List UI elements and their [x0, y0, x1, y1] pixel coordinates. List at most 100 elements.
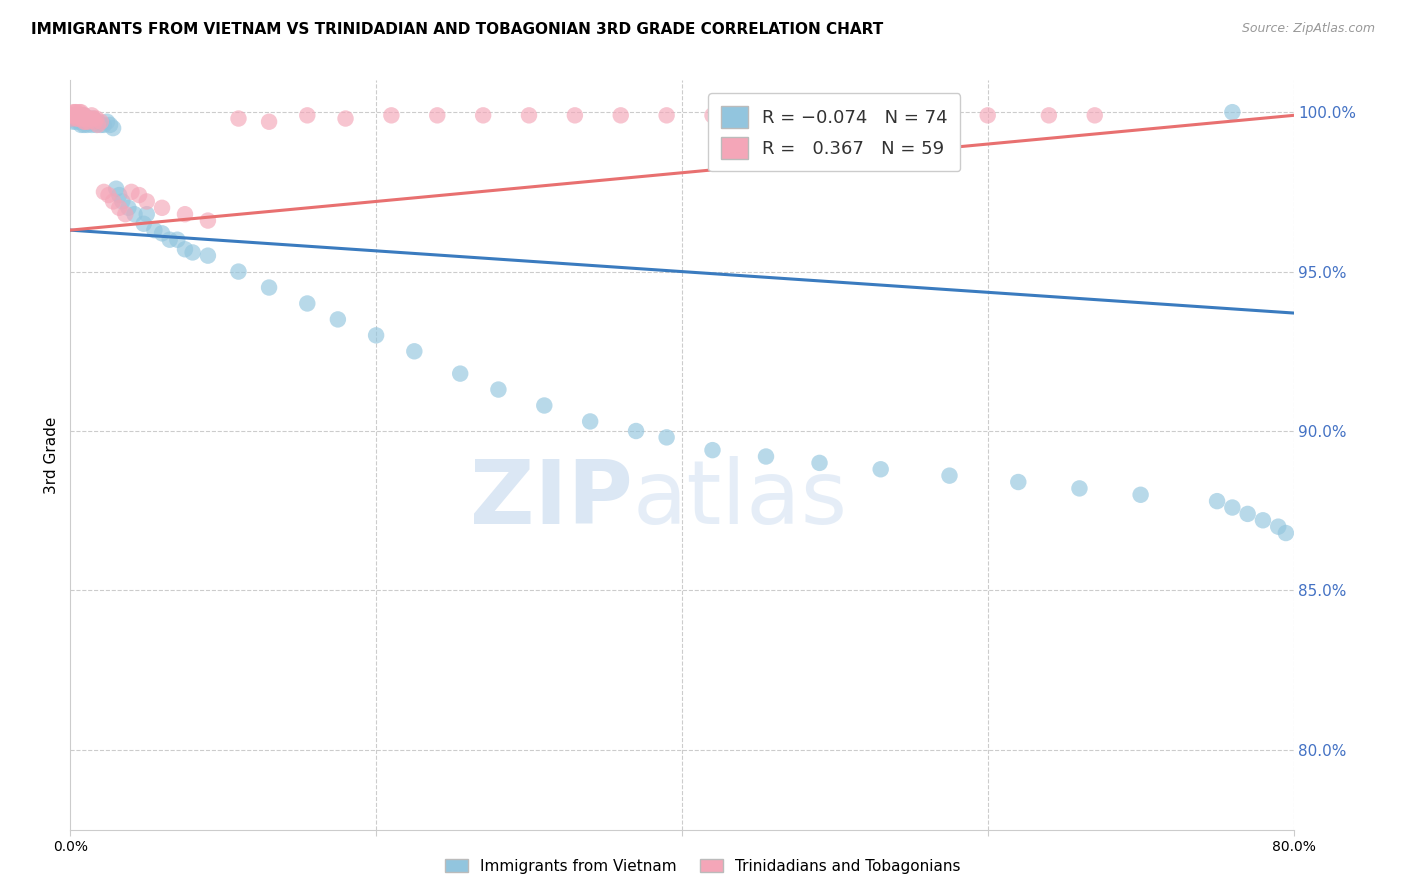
Point: [72, 114, 94, 128]
Point: [66, 108, 89, 122]
Point: [579, 414, 602, 428]
Point: [197, 213, 219, 227]
Point: [87, 118, 110, 132]
Point: [297, 296, 319, 310]
Point: [79, 114, 101, 128]
Point: [72, 112, 94, 126]
Point: [1275, 526, 1298, 541]
Point: [228, 112, 250, 126]
Point: [755, 450, 778, 464]
Point: [72, 108, 94, 122]
Point: [62, 105, 84, 120]
Point: [69, 108, 91, 122]
Point: [1220, 500, 1243, 515]
Point: [938, 468, 960, 483]
Point: [610, 108, 633, 122]
Text: ZIP: ZIP: [470, 457, 633, 543]
Point: [73, 114, 96, 128]
Point: [159, 233, 181, 247]
Point: [65, 114, 87, 128]
Point: [63, 108, 86, 122]
Point: [1069, 482, 1091, 496]
Point: [517, 108, 540, 122]
Point: [96, 114, 118, 128]
Point: [143, 223, 166, 237]
Point: [75, 114, 97, 128]
Point: [128, 188, 150, 202]
Point: [1206, 494, 1229, 508]
Point: [75, 114, 97, 128]
Point: [326, 312, 349, 326]
Point: [76, 114, 98, 128]
Point: [1267, 519, 1289, 533]
Point: [869, 462, 891, 476]
Point: [65, 112, 87, 126]
Point: [76, 118, 98, 132]
Point: [335, 112, 357, 126]
Point: [73, 118, 96, 132]
Point: [426, 108, 449, 122]
Point: [60, 112, 83, 126]
Point: [366, 328, 388, 343]
Point: [1007, 475, 1029, 489]
Point: [257, 114, 280, 128]
Point: [174, 242, 197, 256]
Point: [65, 105, 87, 120]
Point: [66, 108, 89, 122]
Point: [63, 105, 86, 120]
Point: [297, 108, 319, 122]
Point: [83, 114, 105, 128]
Point: [808, 456, 831, 470]
Point: [60, 112, 83, 126]
Point: [66, 112, 89, 126]
Point: [111, 194, 134, 209]
Point: [93, 118, 115, 132]
Point: [65, 108, 87, 122]
Point: [108, 201, 131, 215]
Legend: R = −0.074   N = 74, R =   0.367   N = 59: R = −0.074 N = 74, R = 0.367 N = 59: [707, 93, 960, 171]
Point: [1251, 513, 1274, 527]
Point: [655, 430, 678, 444]
Point: [77, 112, 100, 126]
Point: [62, 108, 84, 122]
Point: [62, 108, 84, 122]
Point: [80, 118, 103, 132]
Point: [62, 114, 84, 128]
Point: [472, 108, 495, 122]
Point: [70, 105, 93, 120]
Point: [135, 207, 157, 221]
Point: [72, 112, 94, 126]
Point: [976, 108, 998, 122]
Point: [69, 105, 91, 120]
Point: [747, 108, 769, 122]
Point: [84, 118, 107, 132]
Point: [82, 112, 104, 126]
Point: [79, 112, 101, 126]
Point: [174, 207, 197, 221]
Point: [869, 108, 891, 122]
Point: [380, 108, 402, 122]
Point: [80, 108, 103, 122]
Point: [197, 249, 219, 263]
Point: [75, 112, 97, 126]
Point: [73, 108, 96, 122]
Point: [181, 245, 204, 260]
Point: [702, 108, 724, 122]
Point: [1084, 108, 1107, 122]
Point: [449, 367, 471, 381]
Point: [90, 118, 112, 132]
Point: [150, 201, 173, 215]
Point: [404, 344, 426, 359]
Point: [73, 108, 96, 122]
Point: [98, 118, 121, 132]
Point: [1129, 488, 1152, 502]
Point: [117, 201, 139, 215]
Point: [166, 233, 188, 247]
Point: [70, 118, 93, 132]
Point: [93, 185, 115, 199]
Point: [87, 114, 110, 128]
Point: [132, 217, 155, 231]
Point: [121, 185, 143, 199]
Point: [1236, 507, 1258, 521]
Point: [63, 108, 86, 122]
